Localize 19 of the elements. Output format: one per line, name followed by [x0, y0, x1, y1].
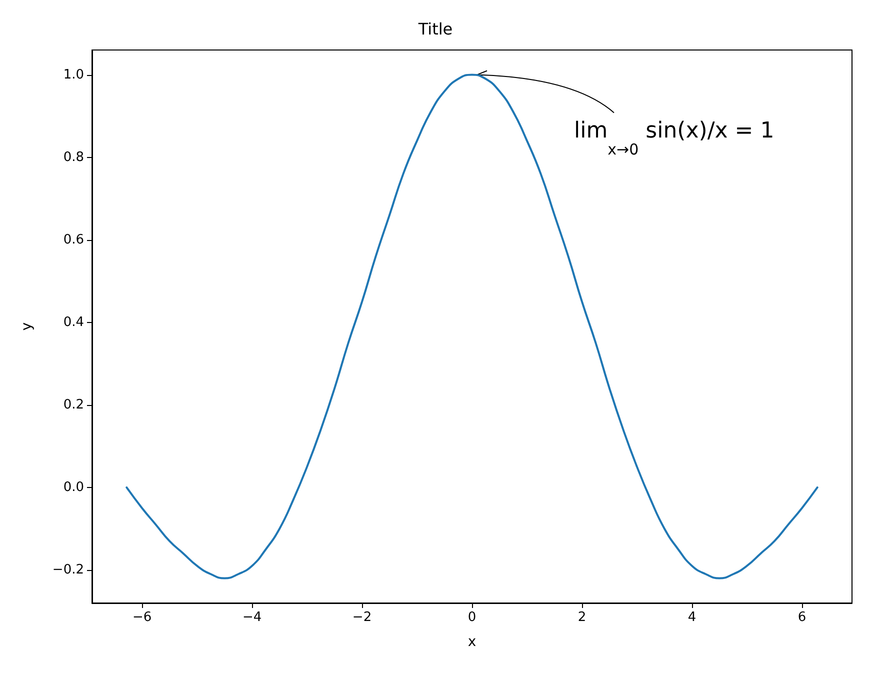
y-tick-label: 0.4: [63, 314, 84, 330]
x-tick-label: 0: [468, 610, 476, 625]
y-tick-label: −0.2: [52, 562, 84, 578]
y-tick-label: 0.0: [63, 480, 84, 495]
annotation: limx→0 sin(x)/x = 1: [574, 118, 774, 158]
x-tick-label: −4: [242, 610, 262, 625]
y-tick-label: 1.0: [63, 67, 84, 82]
y-tick-label: 0.8: [63, 150, 84, 165]
x-axis-title: x: [468, 634, 476, 650]
x-tick-label: −2: [352, 610, 372, 625]
x-tick-label: 4: [688, 610, 696, 625]
y-tick-label: 0.6: [63, 232, 84, 248]
line-series: [126, 74, 818, 580]
x-tick-label: −6: [132, 610, 152, 625]
y-tick-label: 0.2: [63, 397, 84, 412]
chart-title: Title: [417, 20, 453, 38]
x-tick-label: 6: [798, 610, 806, 625]
y-axis-title: y: [19, 322, 35, 331]
x-tick-label: 2: [578, 610, 586, 625]
